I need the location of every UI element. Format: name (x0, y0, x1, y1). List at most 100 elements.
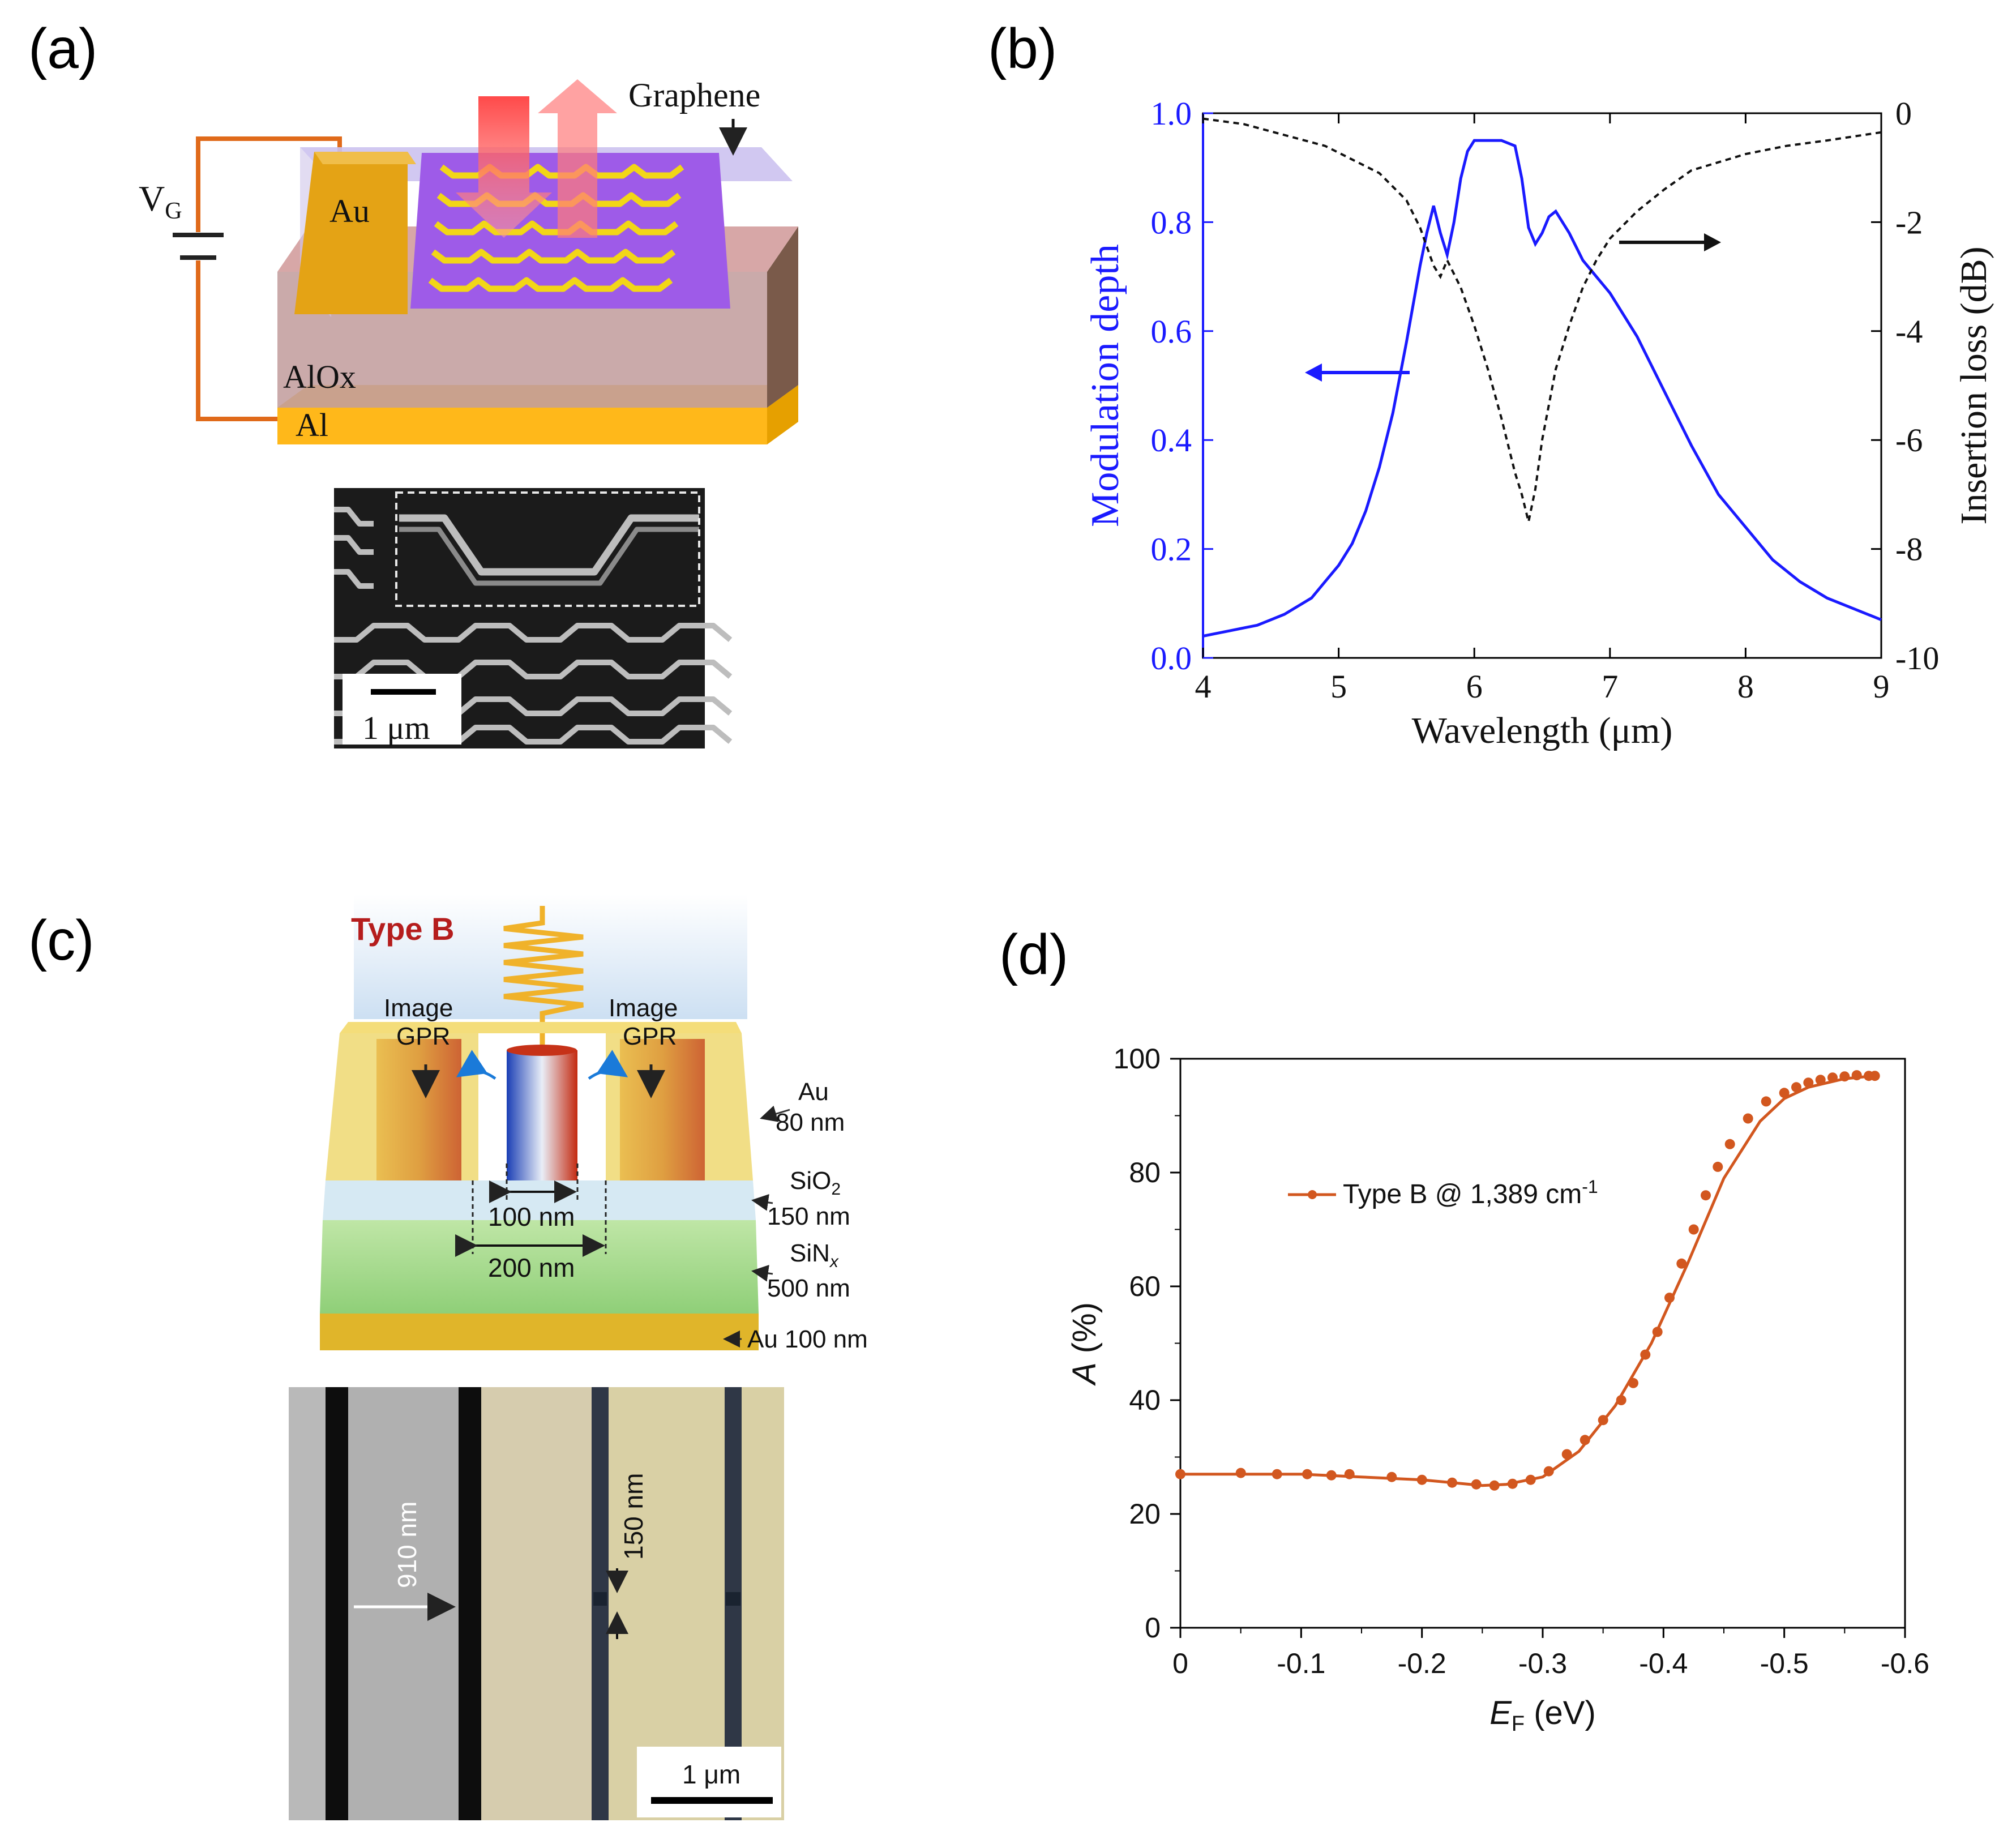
d-data-point (1471, 1479, 1482, 1490)
c-au-top: Au (798, 1078, 829, 1106)
b-ytick-right-label: -8 (1895, 531, 1923, 568)
b-ytick-left-label: 0.4 (1151, 422, 1192, 459)
d-data-point (1598, 1415, 1608, 1426)
b-series-modulation-depth (1202, 139, 1882, 638)
d-data-point (1272, 1469, 1282, 1479)
d-data-point (1302, 1469, 1312, 1479)
c-sio2-label: SiO2 (790, 1167, 841, 1199)
c-w100: 100 nm (488, 1202, 575, 1231)
c-au-top (340, 1022, 742, 1033)
d-data-point (1525, 1474, 1536, 1485)
b-ylabel-left: Modulation depth (1084, 244, 1127, 527)
b-series-insertion-loss (1202, 117, 1882, 522)
c-w200: 200 nm (488, 1253, 575, 1282)
au-label: Au (329, 192, 370, 229)
b-xlabel: Wavelength (μm) (1412, 710, 1673, 751)
panel-c: (c) Type B Image GPR Image GPR 100 nm (28, 895, 868, 1820)
b-ytick-right-label: 0 (1895, 95, 1912, 132)
d-xtick-label: 0 (1172, 1648, 1188, 1679)
d-data-point (1839, 1071, 1850, 1082)
b-left-arrow (1305, 363, 1410, 382)
panel-b: (b) 4 5 6 7 8 9 0.0 0.2 0.4 0.6 0.8 1.0 0 -2 -4 -6 -8 -10… (988, 17, 1994, 751)
b-series (1202, 117, 1882, 638)
d-data-point (1326, 1470, 1337, 1481)
d-series (1175, 1070, 1880, 1491)
d-data-point (1803, 1077, 1814, 1088)
d-data-point (1851, 1070, 1862, 1081)
alox-side (767, 226, 798, 408)
sem-image-a: 1 μm (334, 488, 733, 748)
panel-b-label: (b) (988, 17, 1057, 80)
d-legend-label: Type B @ 1,389 cm-1 (1343, 1177, 1598, 1209)
b-ytick-left-label: 0.0 (1151, 640, 1192, 677)
b-xtick-label: 4 (1195, 668, 1212, 705)
b-xtick-label: 9 (1873, 668, 1890, 705)
c-incident-wave-icon (503, 906, 584, 1045)
d-data-point (1175, 1469, 1185, 1479)
c-gpr-right (620, 1039, 705, 1180)
d-data-point (1701, 1190, 1711, 1201)
d-data-point (1869, 1071, 1880, 1081)
d-data-point (1561, 1449, 1572, 1460)
panel-a: (a) VG Au Graphene (28, 17, 798, 748)
d-data-point (1386, 1471, 1397, 1482)
sem-c-scalebox (637, 1747, 781, 1817)
d-data-point (1724, 1139, 1735, 1149)
d-xtick-label: -0.1 (1277, 1648, 1325, 1679)
b-ytick-left-label: 1.0 (1151, 95, 1192, 132)
c-gpr-right-label: GPR (623, 1023, 677, 1050)
d-data-point (1743, 1113, 1753, 1124)
c-coupling-arrow-left (456, 1050, 496, 1080)
b-ytick-right-label: -2 (1895, 204, 1923, 241)
alox-label: AlOx (283, 358, 356, 395)
sem-a-wires (334, 507, 733, 745)
c-au-pointer (760, 1105, 790, 1122)
d-data-point (1543, 1466, 1554, 1477)
d-xtick-label: -0.2 (1398, 1648, 1446, 1679)
c-image-left: Image (384, 994, 453, 1022)
incident-beam-icon (456, 96, 552, 238)
c-ribbon-top (507, 1045, 577, 1056)
d-data-point (1676, 1258, 1687, 1269)
b-ticks: 4 5 6 7 8 9 0.0 0.2 0.4 0.6 0.8 1.0 0 -2 -4 -6 -8 -10 Wave… (1084, 95, 1994, 751)
d-xtick-label: -0.5 (1760, 1648, 1809, 1679)
d-data-point (1664, 1293, 1675, 1303)
d-ticks: 0 -0.1 -0.2 -0.3 -0.4 -0.5 -0.6 0 20 40 60 80 100 EF … (1066, 1043, 1929, 1736)
d-data-point (1652, 1327, 1663, 1337)
d-data-point (1628, 1378, 1638, 1388)
au-pad (294, 152, 408, 314)
sem-a-inset-box (395, 491, 700, 607)
c-ribbon (507, 1050, 577, 1180)
d-data-point (1579, 1435, 1590, 1445)
d-xtick-label: -0.4 (1639, 1648, 1688, 1679)
c-au-top-thick: 80 nm (776, 1109, 845, 1136)
d-ytick-label: 100 (1114, 1043, 1161, 1075)
b-xtick-label: 5 (1330, 668, 1347, 705)
d-data-point (1489, 1480, 1500, 1491)
c-sin-thick: 500 nm (767, 1274, 850, 1302)
d-data-point (1447, 1477, 1457, 1488)
d-data-point (1827, 1072, 1838, 1083)
c-image-right: Image (609, 994, 678, 1022)
panel-c-label: (c) (28, 909, 95, 972)
panel-d-label: (d) (999, 923, 1068, 986)
b-ytick-right-label: -10 (1895, 640, 1939, 677)
b-ytick-right-label: -6 (1895, 422, 1923, 459)
d-data-point (1791, 1082, 1801, 1093)
d-data-point (1344, 1469, 1355, 1479)
d-plot-frame (1179, 1058, 1906, 1629)
b-right-arrow (1619, 233, 1721, 251)
d-data-point (1640, 1349, 1651, 1360)
d-data-point (1416, 1474, 1427, 1485)
sem-c-w910: 910 nm (392, 1502, 422, 1588)
c-sin-pointer (751, 1264, 773, 1282)
d-data-point (1713, 1161, 1723, 1172)
sem-c-w150: 150 nm (619, 1473, 648, 1560)
c-au-bottom-label: Au 100 nm (747, 1325, 868, 1353)
reflected-beam-icon (538, 79, 617, 238)
b-ylabel-right: Insertion loss (dB) (1953, 246, 1994, 524)
al-layer-front (277, 408, 767, 444)
c-sio2-thick: 150 nm (767, 1203, 850, 1230)
d-xlabel: EF (eV) (1489, 1695, 1596, 1736)
